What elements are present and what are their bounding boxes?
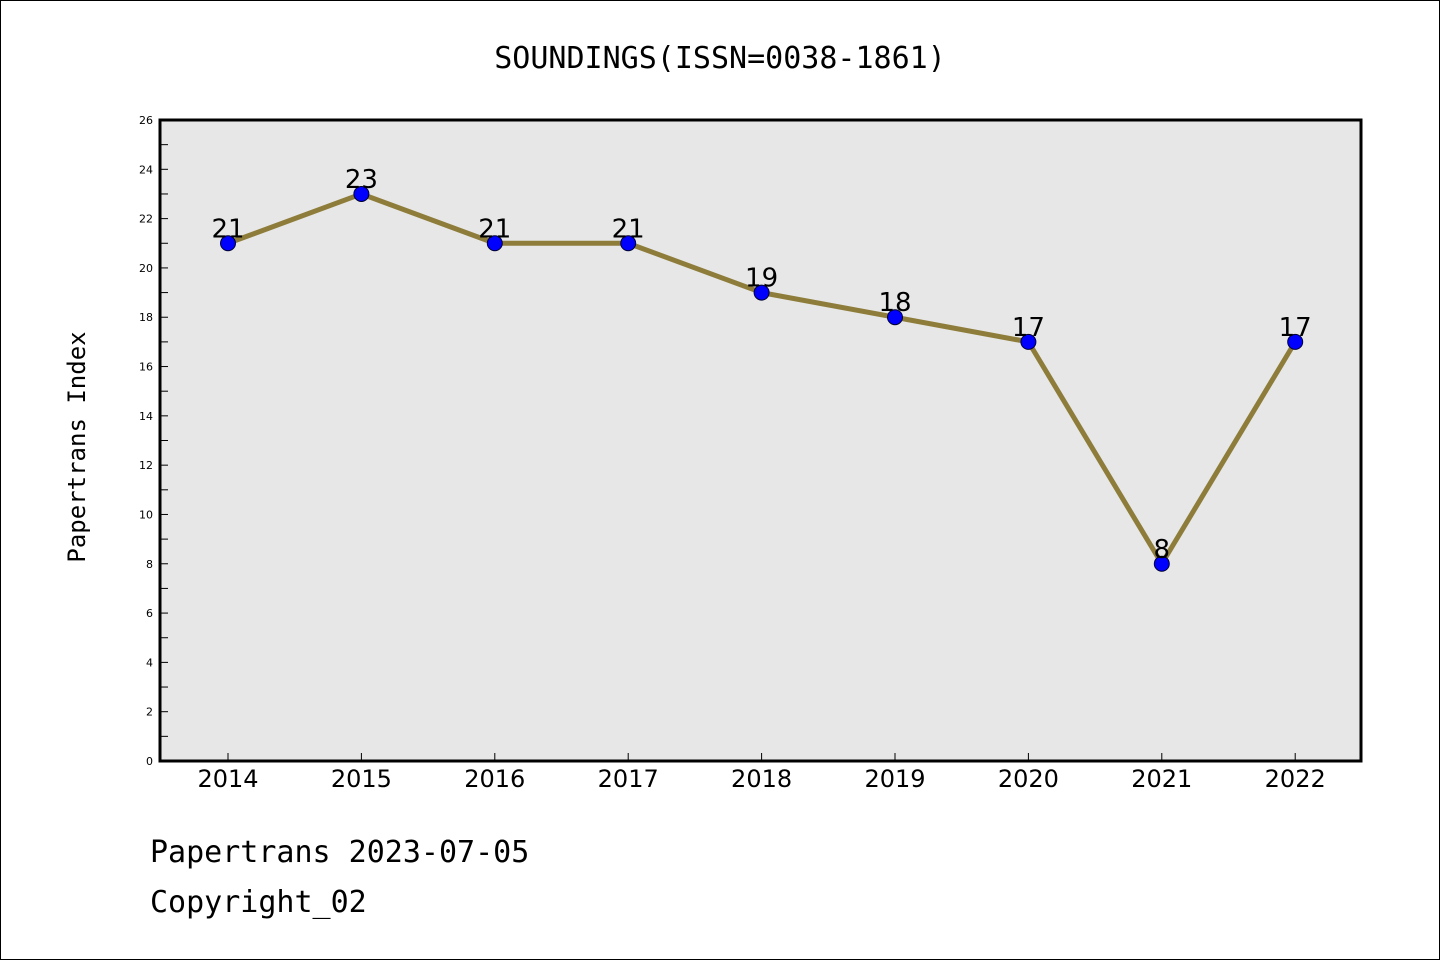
x-tick-label: 2022 xyxy=(1265,765,1326,793)
data-point xyxy=(1153,555,1170,572)
data-point xyxy=(1020,333,1037,350)
y-tick-label: 22 xyxy=(139,213,153,226)
x-tick-label: 2018 xyxy=(731,765,792,793)
x-tick-label: 2014 xyxy=(197,765,258,793)
data-label: 19 xyxy=(745,264,778,294)
y-tick-label: 2 xyxy=(146,706,153,719)
y-tick-label: 0 xyxy=(146,755,153,768)
y-axis-label: Papertrans Index xyxy=(63,331,91,562)
y-tick-label: 18 xyxy=(139,311,153,324)
data-label: 18 xyxy=(878,288,911,318)
y-tick-label: 16 xyxy=(139,361,153,374)
y-tick-label: 14 xyxy=(139,410,153,423)
x-tick-label: 2016 xyxy=(464,765,525,793)
data-label: 21 xyxy=(612,214,645,244)
data-point xyxy=(353,185,370,202)
x-tick-label: 2017 xyxy=(598,765,659,793)
x-axis-ticks: 2014 2015 2016 2017 2018 2019 2020 2021 2022 xyxy=(197,753,1326,793)
y-tick-label: 20 xyxy=(139,262,153,275)
x-tick-label: 2015 xyxy=(331,765,392,793)
data-point xyxy=(1287,333,1304,350)
y-tick-label: 12 xyxy=(139,459,153,472)
data-label: 17 xyxy=(1012,313,1045,343)
data-point xyxy=(220,235,236,252)
y-tick-label: 26 xyxy=(139,114,153,127)
data-label: 21 xyxy=(211,214,244,244)
y-tick-label: 24 xyxy=(139,163,153,176)
footer-copyright: Copyright_02 xyxy=(150,885,367,920)
data-label: 23 xyxy=(345,165,378,195)
data-label: 17 xyxy=(1279,313,1312,343)
plot-area xyxy=(158,118,1363,763)
data-points xyxy=(220,185,1304,572)
data-labels: 21 23 21 21 19 18 17 8 17 xyxy=(211,165,1311,565)
data-point xyxy=(753,284,770,301)
x-tick-label: 2019 xyxy=(864,765,925,793)
x-tick-label: 2020 xyxy=(998,765,1059,793)
y-tick-label: 8 xyxy=(146,558,153,571)
footer-date: Papertrans 2023-07-05 xyxy=(150,835,530,870)
data-point xyxy=(620,235,637,252)
data-point xyxy=(887,309,903,326)
data-label: 21 xyxy=(478,214,511,244)
data-label: 8 xyxy=(1154,535,1171,565)
y-tick-label: 4 xyxy=(146,656,153,669)
y-tick-label: 10 xyxy=(139,508,153,521)
x-tick-label: 2021 xyxy=(1131,765,1192,793)
chart-title: SOUNDINGS(ISSN=0038-1861) xyxy=(494,41,946,76)
data-point xyxy=(486,235,503,252)
y-tick-label: 6 xyxy=(146,607,153,620)
